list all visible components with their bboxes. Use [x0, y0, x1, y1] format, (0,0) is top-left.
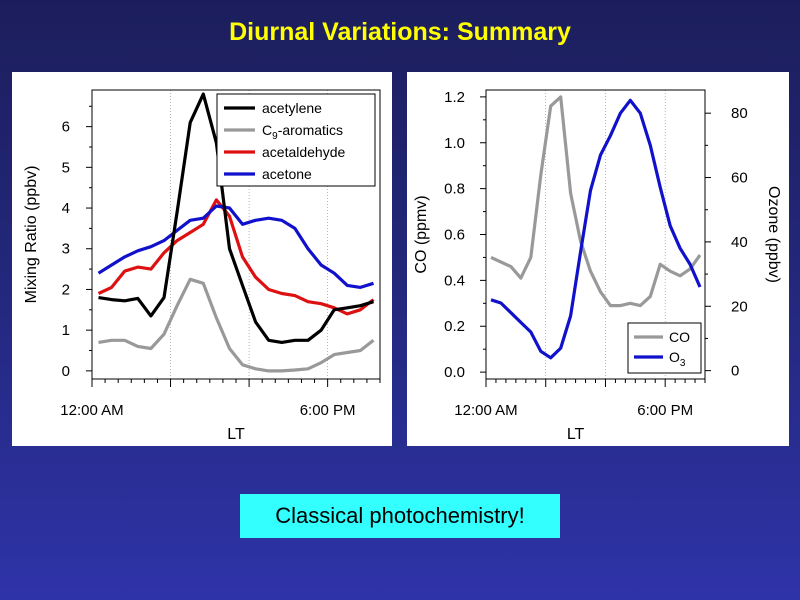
- x-axis-label: LT: [567, 426, 585, 443]
- y-tick-label: 5: [62, 159, 70, 176]
- chart-panel-co-ozone: 0.0 0.2 0.4 0.6 0.8 1.0 1.2 0 20 40 60 80 12:00 AM 6:…: [407, 72, 789, 446]
- y-tick-label: 0.4: [444, 272, 465, 289]
- y-tick-label: 1.0: [444, 135, 465, 152]
- callout-box: Classical photochemistry!: [240, 494, 560, 538]
- y-tick-label: 0.0: [444, 364, 465, 381]
- series-line-CO: [490, 95, 702, 308]
- mixing-ratio-chart: 0 1 2 3 4 5 6 12:00 AM 6:00 PM LT Mixing Ratio (pp…: [23, 89, 381, 443]
- y2-tick-label: 0: [731, 363, 739, 380]
- y2-axis-label: Ozone (ppbv): [765, 186, 782, 283]
- y-tick-label: 2: [62, 281, 70, 298]
- x-tick-label: 6:00 PM: [637, 402, 693, 419]
- y-axis-label: Mixing Ratio (ppbv): [23, 166, 40, 304]
- legend-label-C9-aromatics: C9-aromatics: [262, 122, 343, 142]
- y-tick-label: 0.2: [444, 318, 465, 335]
- y-tick-label: 1.2: [444, 89, 465, 106]
- y-tick-label: 0: [62, 363, 70, 380]
- series-line-O3: [490, 98, 702, 360]
- co-ozone-chart: 0.0 0.2 0.4 0.6 0.8 1.0 1.2 0 20 40 60 80 12:00 AM 6:…: [413, 89, 782, 443]
- y-tick-label: 0.8: [444, 181, 465, 198]
- chart-panel-mixing-ratio: 0 1 2 3 4 5 6 12:00 AM 6:00 PM LT Mixing Ratio (pp…: [12, 72, 392, 446]
- y-tick-label: 3: [62, 241, 70, 258]
- plot-frame: [91, 89, 381, 380]
- y-tick-label: 6: [62, 119, 70, 136]
- y-tick-label: 1: [62, 322, 70, 339]
- legend: CO O3: [627, 322, 702, 374]
- y2-tick-label: 20: [731, 298, 748, 315]
- legend-label-acetaldehyde: acetaldehyde: [262, 144, 346, 160]
- y2-tick-label: 40: [731, 234, 748, 251]
- legend-label-O3: O3: [669, 349, 686, 369]
- slide-title: Diurnal Variations: Summary: [229, 18, 571, 46]
- x-tick-label: 12:00 AM: [60, 402, 123, 419]
- x-axis-label: LT: [227, 426, 245, 443]
- y2-tick-label: 60: [731, 170, 748, 187]
- series-line-C9-aromatics: [98, 277, 375, 373]
- y-tick-label: 0.6: [444, 227, 465, 244]
- legend-label-acetone: acetone: [262, 166, 312, 182]
- x-tick-label: 12:00 AM: [454, 402, 517, 419]
- y-tick-label: 4: [62, 200, 70, 217]
- legend-box: [627, 322, 702, 374]
- legend-label-acetylene: acetylene: [262, 100, 322, 116]
- y-axis-label: CO (ppmv): [413, 195, 430, 273]
- y2-tick-label: 80: [731, 105, 748, 122]
- series-line-acetylene: [98, 92, 374, 344]
- series-line-acetone: [97, 204, 374, 289]
- legend: acetylene C9-aromatics acetaldehyde acetone: [216, 93, 376, 187]
- x-tick-label: 6:00 PM: [300, 402, 356, 419]
- series-line-acetaldehyde: [97, 198, 375, 316]
- legend-label-CO: CO: [669, 329, 690, 345]
